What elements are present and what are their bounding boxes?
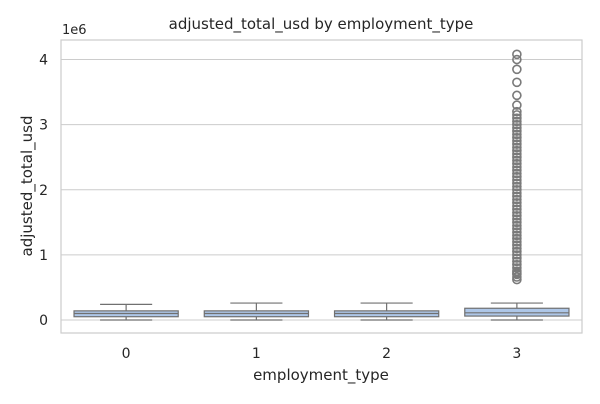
outlier-point [512, 168, 522, 179]
outlier-point [512, 184, 522, 195]
outlier-point [512, 194, 522, 205]
outlier-point [512, 171, 522, 182]
outlier-point [512, 54, 522, 65]
outlier-point [512, 136, 522, 146]
outlier-point [512, 188, 522, 198]
box-group-0 [73, 303, 179, 321]
outlier-point [512, 116, 522, 127]
box-group-1 [203, 302, 310, 321]
outlier-point [512, 201, 522, 211]
outlier-point [512, 204, 522, 215]
outlier-point [512, 106, 522, 117]
y-tick-labels: 0 1 2 3 4 [39, 53, 48, 329]
y-tick-label: 2 [39, 183, 48, 199]
box-group-2 [333, 302, 440, 321]
outlier-point [512, 233, 522, 244]
outlier-point [512, 123, 522, 133]
x-tick-label: 3 [512, 346, 521, 362]
outlier-point [512, 227, 522, 237]
outlier-point [512, 165, 522, 176]
outlier-point [512, 220, 522, 231]
box-layer [73, 49, 570, 321]
outlier-point [512, 207, 522, 218]
y-axis-label: adjusted_total_usd [18, 116, 37, 257]
outlier-point [512, 237, 522, 247]
outlier-point [512, 256, 522, 267]
outlier-point [512, 132, 522, 143]
iqr-box [464, 307, 570, 317]
x-tick-label: 0 [122, 346, 131, 362]
x-tick-label: 2 [382, 346, 391, 362]
outlier-point [512, 162, 522, 172]
outlier-point [512, 211, 522, 221]
outlier-point [512, 240, 522, 250]
outlier-point [512, 126, 522, 136]
outlier-point [512, 139, 522, 149]
outlier-point [512, 77, 522, 88]
outlier-point [512, 155, 522, 166]
outlier-point [512, 175, 522, 185]
outlier-point [512, 49, 522, 60]
outlier-point [512, 152, 522, 162]
x-tick-label: 1 [252, 346, 261, 362]
outlier-point [512, 145, 522, 156]
outlier-point [512, 110, 522, 120]
outlier-point [512, 224, 522, 234]
outlier-point [512, 217, 522, 228]
outlier-point [512, 243, 522, 254]
box-group-3 [464, 49, 570, 321]
y-offset-label: 1e6 [62, 23, 87, 38]
outlier-point [512, 158, 522, 169]
outlier-point [512, 142, 522, 153]
y-tick-label: 0 [39, 313, 48, 329]
outlier-point [512, 246, 522, 257]
outlier-point [512, 250, 522, 260]
outlier-point [512, 197, 522, 208]
grid-layer [61, 59, 582, 321]
outlier-point [512, 100, 522, 110]
y-tick-label: 4 [39, 53, 48, 69]
outlier-point [512, 149, 522, 159]
chart-title: adjusted_total_usd by employment_type [169, 15, 474, 34]
outlier-point [512, 263, 522, 273]
outlier-point [512, 191, 522, 202]
outlier-point [512, 253, 522, 263]
outlier-point [512, 259, 522, 270]
y-tick-label: 3 [39, 118, 48, 134]
x-tick-labels: 0 1 2 3 [122, 346, 522, 362]
outlier-point [512, 119, 522, 130]
outlier-point [512, 64, 522, 75]
y-tick-label: 1 [39, 248, 48, 264]
outlier-point [512, 230, 522, 241]
outlier-point [512, 129, 522, 140]
outlier-point [512, 214, 522, 224]
plot-frame [60, 39, 583, 334]
outlier-point [512, 266, 522, 276]
x-axis-label: employment_type [253, 366, 389, 385]
outlier-point [512, 181, 522, 192]
outlier-point [512, 90, 522, 101]
outlier-point [512, 113, 522, 123]
outlier-point [512, 178, 522, 189]
